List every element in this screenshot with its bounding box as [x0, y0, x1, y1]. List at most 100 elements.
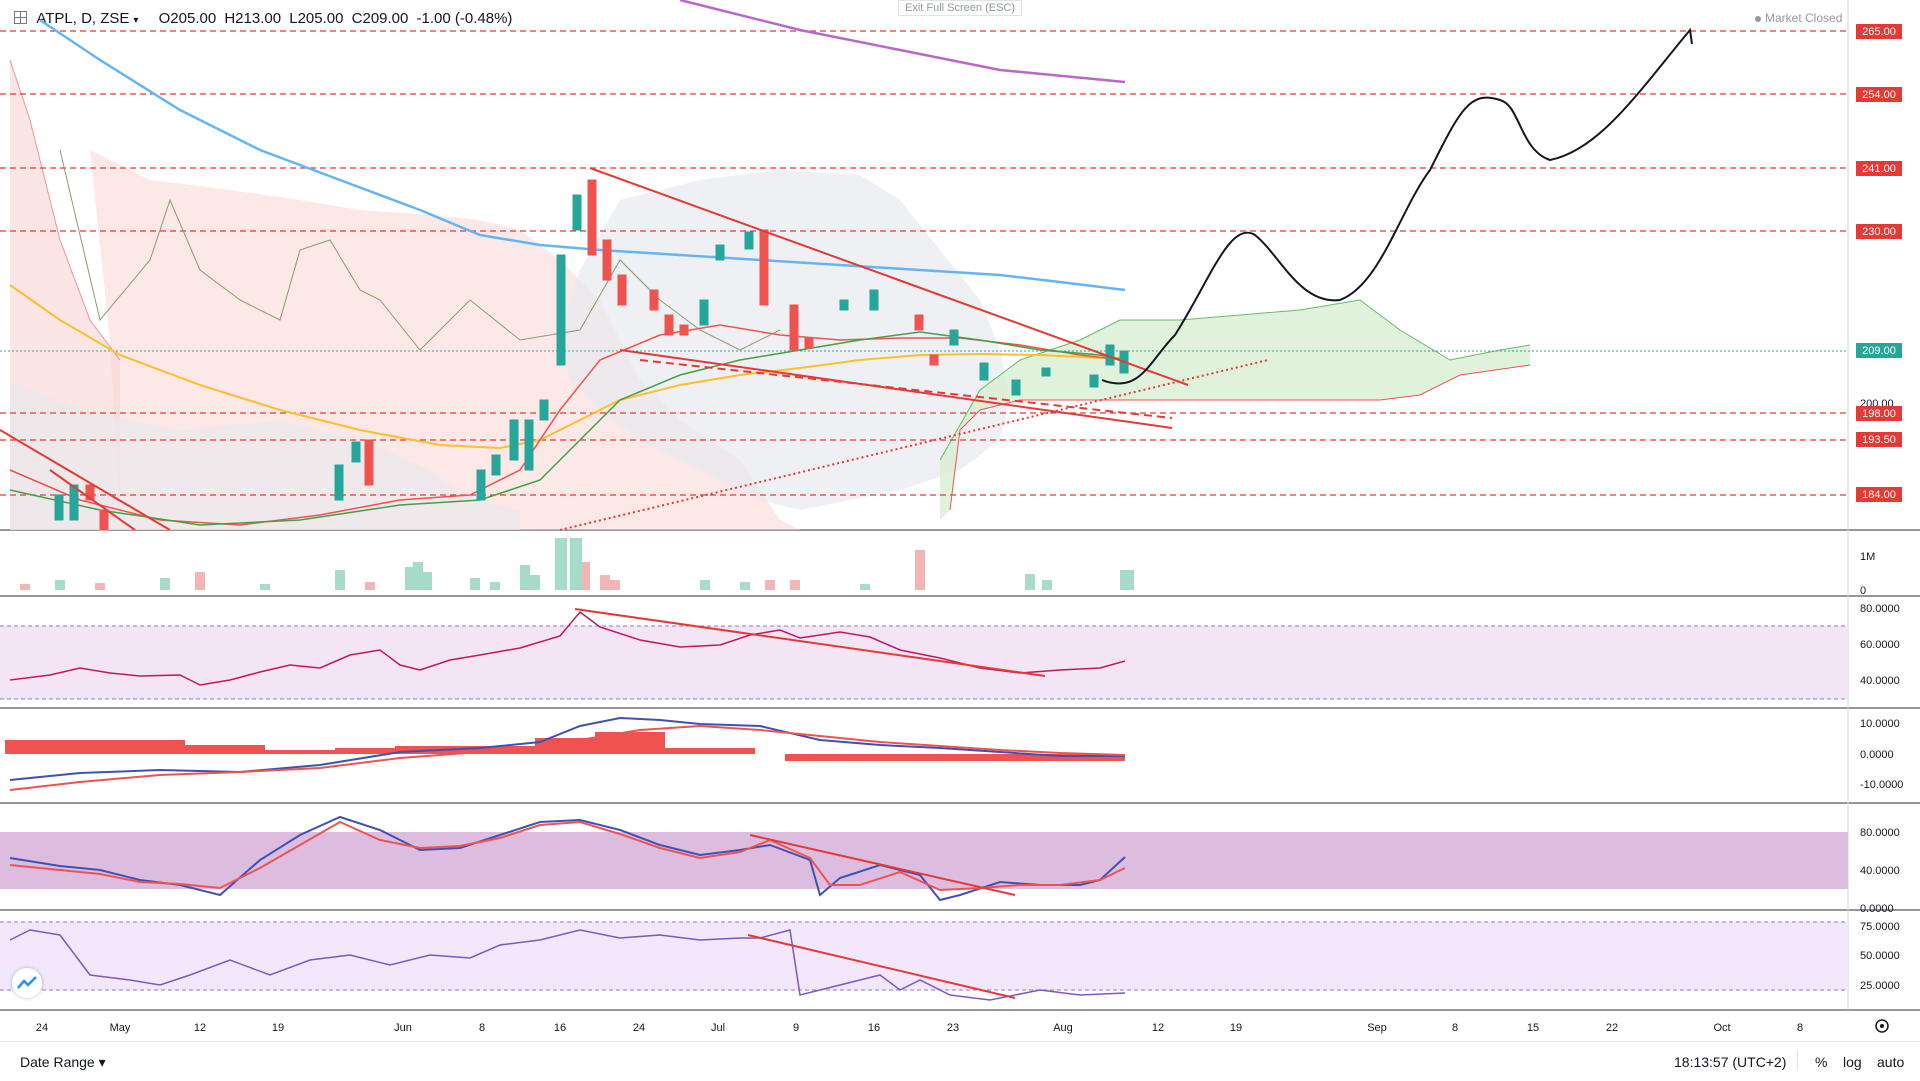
- time-tick: 9: [793, 1022, 799, 1034]
- market-status: Market Closed: [1755, 11, 1842, 25]
- trendlines: [0, 167, 1269, 531]
- date-range-label: Date Range: [20, 1054, 95, 1070]
- ichimoku-cloud: [9, 59, 1531, 530]
- time-tick: 12: [1152, 1022, 1164, 1034]
- chevron-down-icon[interactable]: ▾: [133, 15, 139, 26]
- candle: [351, 441, 361, 463]
- candle: [649, 289, 659, 311]
- close-value: C209.00: [351, 10, 409, 27]
- time-tick: 24: [633, 1022, 645, 1034]
- candle: [1089, 374, 1099, 388]
- exit-fullscreen-button[interactable]: Exit Full Screen (ESC): [898, 0, 1023, 16]
- time-tick: 12: [194, 1022, 206, 1034]
- bottom-toolbar: Date Range ▾ 18:13:57 (UTC+2) % log auto: [0, 1041, 1920, 1081]
- svg-text:198.00: 198.00: [1862, 408, 1896, 420]
- time-tick: May: [110, 1022, 131, 1034]
- volume-pane: 1M 0: [20, 538, 1875, 597]
- candle: [744, 231, 754, 250]
- candle: [476, 469, 486, 501]
- current-price-tag: 209.00: [1856, 343, 1902, 358]
- candle: [839, 299, 849, 311]
- time-tick: 24: [36, 1022, 48, 1034]
- time-axis: 24 May 12 19 Jun 8 16 24 Jul 9 16 23 Aug…: [36, 1022, 1803, 1034]
- osc-tick: 25.0000: [1860, 980, 1900, 992]
- level-tag-230: 230.00: [1856, 224, 1902, 239]
- time-tick: Oct: [1713, 1022, 1730, 1034]
- svg-text:265.00: 265.00: [1862, 26, 1896, 38]
- candle: [572, 194, 582, 231]
- time-tick: 16: [554, 1022, 566, 1034]
- time-tick: 16: [868, 1022, 880, 1034]
- candle: [1011, 379, 1021, 396]
- symbol-label[interactable]: ATPL, D, ZSE: [36, 10, 130, 27]
- svg-text:241.00: 241.00: [1862, 163, 1896, 175]
- candle: [602, 239, 612, 281]
- log-toggle[interactable]: log: [1843, 1054, 1862, 1070]
- candle: [949, 329, 959, 346]
- market-status-label: Market Closed: [1765, 11, 1843, 25]
- change-value: -1.00 (-0.48%): [416, 10, 513, 27]
- candle: [914, 314, 924, 331]
- candle: [509, 419, 519, 461]
- candle: [491, 454, 501, 476]
- stoch-tick: 0.0000: [1860, 903, 1894, 915]
- time-tick: 8: [479, 1022, 485, 1034]
- level-tag-193: 193.50: [1856, 432, 1902, 447]
- candle: [929, 354, 939, 366]
- high-value: H213.00: [224, 10, 282, 27]
- stoch-tick: 40.0000: [1860, 865, 1900, 877]
- volume-bars-down: [20, 550, 925, 590]
- osc-tick: 50.0000: [1860, 950, 1900, 962]
- macd-tick: 0.0000: [1860, 749, 1894, 761]
- candle: [364, 439, 374, 486]
- stoch-tick: 80.0000: [1860, 827, 1900, 839]
- divider: [1797, 1052, 1798, 1070]
- rsi-tick: 60.0000: [1860, 639, 1900, 651]
- macd-tick: 10.0000: [1860, 718, 1900, 730]
- candle: [587, 179, 597, 256]
- auto-toggle[interactable]: auto: [1877, 1054, 1905, 1070]
- percent-toggle[interactable]: %: [1815, 1054, 1828, 1070]
- osc-tick: 75.0000: [1860, 921, 1900, 933]
- time-tick: 19: [272, 1022, 284, 1034]
- candle: [617, 274, 627, 306]
- volume-bars-up: [55, 538, 1134, 590]
- candle: [789, 304, 799, 351]
- time-tick: 8: [1452, 1022, 1458, 1034]
- time-tick: 8: [1797, 1022, 1803, 1034]
- date-range-button[interactable]: Date Range ▾: [20, 1054, 106, 1071]
- candle: [539, 399, 549, 421]
- chart-canvas[interactable]: 265.00 254.00 241.00 230.00 209.00 200.0…: [0, 0, 1920, 1041]
- low-value: L205.00: [289, 10, 344, 27]
- projection-path: [1101, 27, 1693, 385]
- time-tick: 15: [1527, 1022, 1539, 1034]
- candle: [1041, 367, 1051, 377]
- level-tag-241: 241.00: [1856, 161, 1902, 176]
- candle: [334, 464, 344, 501]
- settings-gear-icon[interactable]: [1875, 1019, 1889, 1033]
- chevron-down-icon: ▾: [98, 1054, 106, 1070]
- moving-averages: [9, 0, 1126, 526]
- pane-borders: [0, 0, 1920, 1011]
- time-tick: Jun: [394, 1022, 412, 1034]
- candle: [699, 299, 709, 326]
- time-tick: Aug: [1053, 1022, 1073, 1034]
- candle: [664, 314, 674, 336]
- level-tag-254: 254.00: [1856, 87, 1902, 102]
- rsi-tick: 40.0000: [1860, 675, 1900, 687]
- price-axis: 265.00 254.00 241.00 230.00 209.00 200.0…: [1856, 24, 1902, 502]
- candle: [759, 229, 769, 306]
- tradingview-logo-icon[interactable]: [12, 968, 42, 998]
- candle: [715, 244, 725, 261]
- candle: [54, 494, 64, 521]
- level-tag-184: 184.00: [1856, 487, 1902, 502]
- chart-settings-icon[interactable]: [14, 11, 27, 24]
- oscillator-pane: 75.0000 50.0000 25.0000: [0, 921, 1900, 1001]
- macd-pane: 10.0000 0.0000 -10.0000: [5, 716, 1903, 791]
- svg-text:184.00: 184.00: [1862, 489, 1896, 501]
- candle: [869, 289, 879, 311]
- volume-tick: 1M: [1860, 551, 1875, 563]
- stochastic-pane: 80.0000 40.0000 0.0000: [0, 815, 1900, 915]
- candle: [85, 484, 95, 501]
- status-dot-icon: [1755, 15, 1761, 22]
